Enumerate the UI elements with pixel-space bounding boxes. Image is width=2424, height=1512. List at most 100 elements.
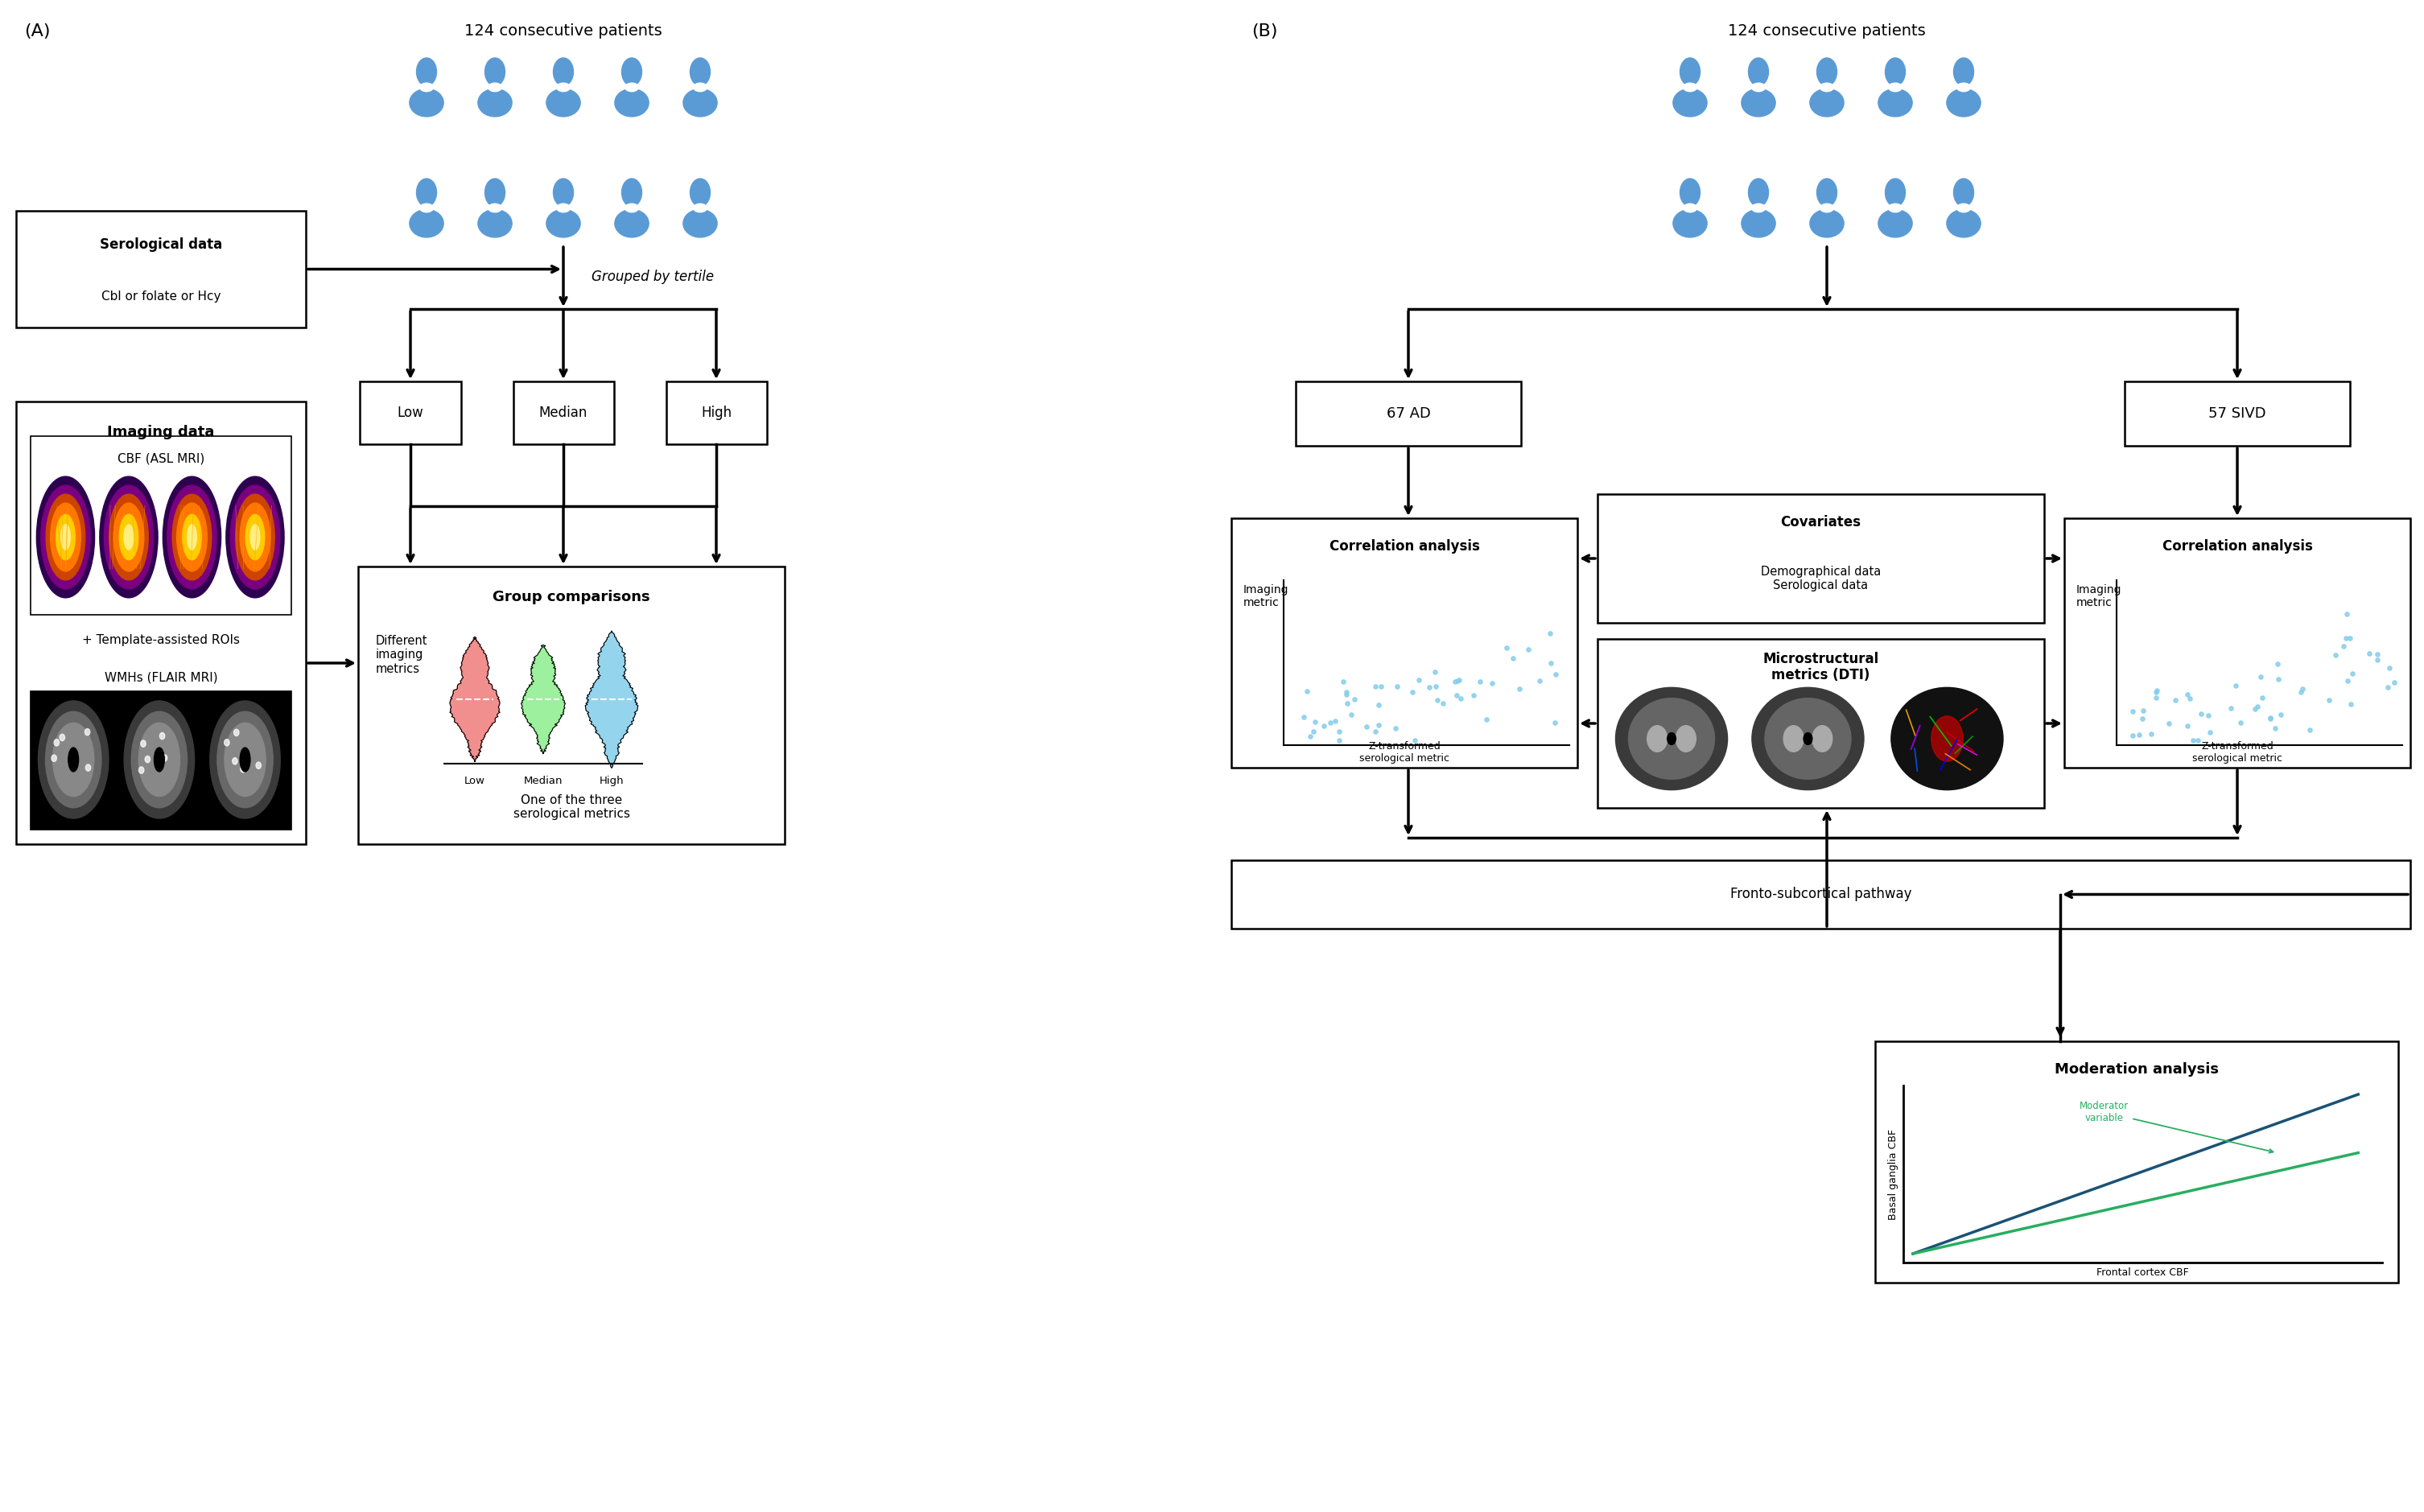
Ellipse shape bbox=[1954, 178, 1973, 207]
Point bbox=[2329, 668, 2368, 692]
Ellipse shape bbox=[1879, 210, 1913, 237]
Ellipse shape bbox=[1668, 733, 1675, 744]
Polygon shape bbox=[451, 637, 499, 762]
Ellipse shape bbox=[250, 525, 259, 550]
Ellipse shape bbox=[160, 733, 165, 739]
Ellipse shape bbox=[616, 210, 650, 237]
Point bbox=[2133, 721, 2172, 745]
Ellipse shape bbox=[693, 83, 708, 92]
Ellipse shape bbox=[684, 210, 718, 237]
Ellipse shape bbox=[1813, 726, 1833, 751]
X-axis label: Frontal cortex CBF: Frontal cortex CBF bbox=[2097, 1267, 2189, 1278]
Point bbox=[2179, 729, 2218, 753]
Point bbox=[2281, 680, 2320, 705]
Point bbox=[2332, 692, 2371, 717]
Text: 57 SIVD: 57 SIVD bbox=[2208, 407, 2266, 420]
Ellipse shape bbox=[1629, 699, 1714, 779]
Text: High: High bbox=[599, 776, 623, 786]
Ellipse shape bbox=[684, 89, 718, 116]
Point bbox=[1437, 683, 1476, 708]
FancyBboxPatch shape bbox=[667, 381, 766, 445]
Y-axis label: Basal ganglia CBF: Basal ganglia CBF bbox=[1888, 1128, 1898, 1220]
Ellipse shape bbox=[417, 178, 436, 207]
Text: (B): (B) bbox=[1251, 23, 1277, 39]
Text: Z-transformed
serological metric: Z-transformed serological metric bbox=[1360, 741, 1450, 764]
Ellipse shape bbox=[218, 712, 274, 807]
Ellipse shape bbox=[621, 57, 642, 86]
Point bbox=[1331, 703, 1370, 727]
Point bbox=[2150, 711, 2189, 735]
Point bbox=[2237, 694, 2276, 718]
Ellipse shape bbox=[1932, 717, 1963, 762]
Point bbox=[2359, 649, 2397, 673]
Ellipse shape bbox=[625, 204, 638, 212]
Ellipse shape bbox=[1956, 204, 1971, 212]
Point bbox=[1285, 705, 1324, 729]
Point bbox=[1287, 679, 1326, 703]
Point bbox=[2359, 643, 2397, 667]
Ellipse shape bbox=[104, 485, 153, 588]
Point bbox=[2315, 643, 2354, 667]
Ellipse shape bbox=[1803, 733, 1813, 744]
Ellipse shape bbox=[36, 476, 95, 597]
Point bbox=[2327, 602, 2366, 626]
Point bbox=[2254, 717, 2293, 741]
Point bbox=[1328, 682, 1367, 706]
Point bbox=[1348, 715, 1387, 739]
Point bbox=[2167, 714, 2206, 738]
Ellipse shape bbox=[691, 178, 710, 207]
Point bbox=[2332, 626, 2371, 650]
FancyBboxPatch shape bbox=[1597, 640, 2043, 807]
Ellipse shape bbox=[419, 204, 434, 212]
Point bbox=[2252, 706, 2291, 730]
Text: 67 AD: 67 AD bbox=[1387, 407, 1430, 420]
Ellipse shape bbox=[131, 712, 187, 807]
Ellipse shape bbox=[114, 503, 143, 572]
Ellipse shape bbox=[53, 723, 95, 797]
Ellipse shape bbox=[1946, 210, 1980, 237]
Point bbox=[2123, 706, 2162, 730]
Ellipse shape bbox=[46, 712, 102, 807]
Text: Imaging data: Imaging data bbox=[107, 425, 216, 440]
Text: Cbl or folate or Hcy: Cbl or folate or Hcy bbox=[102, 290, 221, 302]
Point bbox=[2155, 688, 2194, 712]
FancyBboxPatch shape bbox=[17, 210, 305, 328]
Ellipse shape bbox=[1748, 57, 1770, 86]
Point bbox=[2138, 677, 2177, 702]
Ellipse shape bbox=[235, 494, 274, 581]
Point bbox=[2325, 634, 2363, 658]
Text: (A): (A) bbox=[24, 23, 51, 39]
Point bbox=[1292, 724, 1331, 748]
Point bbox=[1416, 674, 1454, 699]
Ellipse shape bbox=[693, 204, 708, 212]
Point bbox=[1530, 621, 1568, 646]
Point bbox=[1520, 668, 1559, 692]
Polygon shape bbox=[521, 646, 565, 753]
Ellipse shape bbox=[257, 762, 262, 768]
Point bbox=[2327, 626, 2366, 650]
Point bbox=[2376, 670, 2414, 694]
Point bbox=[1493, 646, 1532, 670]
Point bbox=[1532, 652, 1571, 676]
Ellipse shape bbox=[99, 476, 158, 597]
Point bbox=[2169, 686, 2208, 711]
Text: Covariates: Covariates bbox=[1782, 516, 1862, 529]
Point bbox=[1321, 720, 1360, 744]
Ellipse shape bbox=[53, 739, 58, 745]
Ellipse shape bbox=[1740, 210, 1774, 237]
Ellipse shape bbox=[141, 741, 145, 747]
Ellipse shape bbox=[225, 476, 284, 597]
Point bbox=[1311, 711, 1350, 735]
Point bbox=[2259, 667, 2298, 691]
Ellipse shape bbox=[46, 494, 85, 581]
Point bbox=[1294, 720, 1333, 744]
Ellipse shape bbox=[233, 758, 238, 765]
Ellipse shape bbox=[478, 89, 511, 116]
Point bbox=[1440, 668, 1479, 692]
Ellipse shape bbox=[119, 514, 138, 559]
Ellipse shape bbox=[145, 756, 150, 762]
Point bbox=[1355, 674, 1394, 699]
Ellipse shape bbox=[39, 702, 109, 818]
Ellipse shape bbox=[167, 485, 216, 588]
Point bbox=[2123, 699, 2162, 723]
